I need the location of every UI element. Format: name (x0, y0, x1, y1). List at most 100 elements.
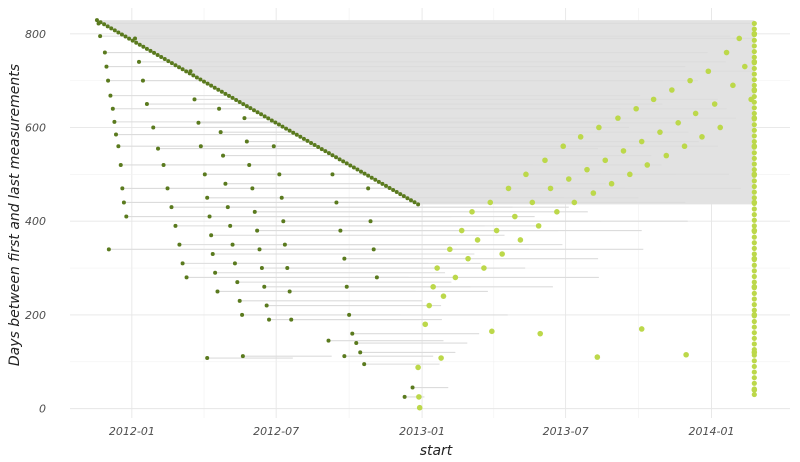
start-point (319, 147, 324, 152)
end-point (751, 296, 757, 302)
start-point (230, 95, 235, 100)
end-point (751, 279, 757, 285)
end-point (669, 87, 675, 93)
end-point (537, 330, 544, 337)
end-point (493, 227, 500, 234)
end-point (535, 223, 542, 229)
start-point (287, 289, 292, 294)
start-point (309, 140, 314, 145)
end-point (751, 349, 758, 356)
start-point (368, 219, 373, 224)
start-point (269, 118, 274, 123)
end-point (751, 161, 757, 167)
start-point (334, 155, 339, 160)
end-point (560, 143, 567, 150)
start-point (194, 75, 199, 80)
y-tick-label: 0 (39, 403, 46, 416)
start-point (118, 162, 123, 167)
x-tick-label: 2012-01 (109, 425, 155, 438)
start-point (169, 61, 174, 66)
start-point (232, 261, 237, 266)
start-point (374, 275, 379, 280)
end-point (751, 227, 758, 234)
start-point (354, 341, 359, 346)
start-point (184, 275, 189, 280)
end-point (751, 217, 757, 223)
end-point (458, 227, 465, 234)
end-point (547, 185, 554, 192)
end-point (751, 183, 757, 190)
end-points (415, 20, 758, 411)
start-point (259, 266, 264, 271)
start-point (408, 198, 413, 203)
end-point (748, 96, 754, 103)
start-point (298, 134, 303, 139)
end-point (438, 355, 444, 361)
end-point (751, 77, 757, 83)
end-point (505, 185, 512, 192)
end-point (751, 105, 757, 111)
start-point (241, 102, 246, 107)
end-point (751, 290, 757, 296)
start-point (280, 124, 285, 129)
start-point (113, 132, 118, 137)
end-point (751, 20, 757, 27)
start-point (215, 289, 220, 294)
end-point (529, 199, 536, 206)
start-point (221, 153, 226, 158)
start-point (112, 28, 117, 33)
start-point (205, 81, 210, 86)
start-point (177, 242, 182, 247)
end-point (416, 394, 422, 400)
end-point (751, 255, 758, 262)
start-point (209, 233, 214, 238)
end-point (751, 375, 757, 381)
start-point (398, 192, 403, 197)
start-point (223, 91, 228, 96)
start-point (250, 186, 255, 191)
start-point (230, 242, 235, 247)
start-point (348, 163, 353, 168)
start-point (137, 42, 142, 47)
start-point (155, 52, 160, 57)
start-point (284, 126, 289, 131)
end-point (638, 138, 645, 145)
start-point (237, 298, 242, 303)
start-point (140, 78, 145, 83)
start-point (341, 159, 346, 164)
start-point (219, 89, 224, 94)
start-point (301, 136, 306, 141)
end-point (608, 180, 615, 187)
end-point (751, 87, 758, 93)
end-point (683, 351, 689, 358)
end-point (434, 265, 440, 271)
start-point (330, 172, 335, 177)
end-point (523, 171, 529, 178)
end-point (663, 152, 670, 159)
start-point (410, 385, 415, 390)
start-point (212, 85, 217, 90)
start-point (161, 162, 166, 167)
start-point (120, 186, 125, 191)
coverage-area (96, 20, 755, 205)
coverage-band (96, 20, 755, 205)
end-point (644, 162, 651, 168)
end-point (602, 157, 609, 164)
end-point (447, 246, 453, 253)
end-point (751, 122, 757, 128)
start-point (262, 114, 267, 119)
end-point (751, 71, 757, 77)
start-point (198, 144, 203, 149)
end-point (687, 77, 693, 84)
end-point (590, 190, 597, 196)
end-point (565, 176, 572, 182)
end-point (638, 326, 645, 332)
end-point (751, 268, 757, 274)
start-point (305, 138, 310, 143)
end-point (751, 171, 758, 178)
end-point (594, 354, 601, 360)
start-point (373, 177, 378, 182)
start-point (148, 48, 153, 53)
start-point (323, 149, 328, 154)
start-point (165, 186, 170, 191)
